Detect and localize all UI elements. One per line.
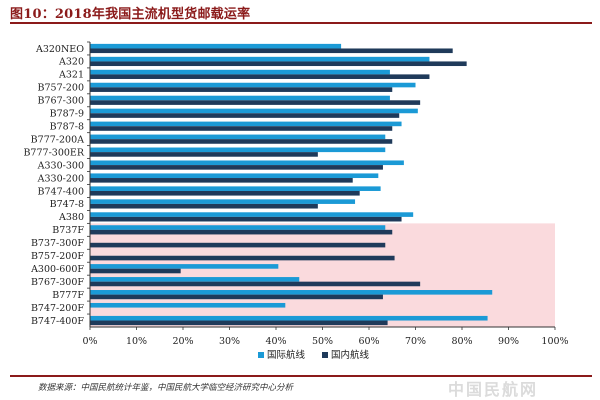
bar-domestic <box>90 100 421 105</box>
category-label: A321 <box>58 70 84 81</box>
bar-domestic <box>90 242 386 248</box>
category-label: B767-300F <box>31 277 84 288</box>
bar-domestic <box>90 294 383 300</box>
bar-international <box>90 121 402 127</box>
category-label: A320 <box>58 57 84 68</box>
bar-international <box>90 134 386 140</box>
bar-international <box>90 43 342 49</box>
figure-title: 图10：2018年我国主流机型货邮载运率 <box>10 7 251 22</box>
bar-international <box>90 212 414 217</box>
x-tick-label: 60% <box>358 336 379 347</box>
x-tick-label: 70% <box>405 336 426 347</box>
x-tick-label: 90% <box>498 336 519 347</box>
x-tick-label: 100% <box>541 336 568 347</box>
bar-international <box>90 225 386 230</box>
category-label: A330-300 <box>37 160 84 171</box>
category-label: B787-9 <box>50 109 84 120</box>
bar-international <box>90 82 416 88</box>
category-label: A300-600F <box>30 264 84 275</box>
source-rule <box>10 375 592 377</box>
category-label: B747-400F <box>31 316 84 327</box>
category-label: A380 <box>58 212 84 223</box>
bar-domestic <box>90 126 393 131</box>
bar-domestic <box>90 320 388 326</box>
legend-swatch-international <box>258 352 264 358</box>
x-tick-label: 30% <box>219 336 240 347</box>
bar-domestic <box>90 203 318 209</box>
x-tick-label: 40% <box>265 336 286 347</box>
bar-domestic <box>90 74 430 79</box>
bar-international <box>90 147 386 153</box>
legend-swatch-domestic <box>322 352 328 358</box>
bar-domestic <box>90 216 402 222</box>
category-label: B757-200 <box>38 83 84 94</box>
bar-international <box>90 173 379 179</box>
category-label: B777F <box>52 290 84 301</box>
category-label: B747-200F <box>31 303 84 314</box>
bar-domestic <box>90 152 318 157</box>
bar-domestic <box>90 113 400 118</box>
category-label: A320NEO <box>35 44 84 55</box>
bar-international <box>90 56 430 62</box>
bar-domestic <box>90 190 360 196</box>
legend-label-international: 国际航线 <box>267 349 306 361</box>
x-tick-label: 50% <box>312 336 333 347</box>
bar-international <box>90 108 418 114</box>
bar-international <box>90 302 286 308</box>
bar-domestic <box>90 61 467 67</box>
category-label: B777-300ER <box>23 147 84 158</box>
bar-international <box>90 290 493 295</box>
watermark: 中国民航网 <box>448 380 539 399</box>
bar-international <box>90 186 381 191</box>
cargo-load-factor-chart: A320NEO A320 A321 B757-200 B767-300 B787-9 B78… <box>23 41 569 361</box>
bar-international <box>90 69 390 75</box>
x-tick-label: 10% <box>126 336 147 347</box>
category-label: B777-200A <box>31 134 84 145</box>
axis-layer: A320NEO A320 A321 B757-200 B767-300 B787-9 B78… <box>23 41 569 347</box>
title-rule <box>10 22 592 24</box>
highlight-layer <box>90 223 555 327</box>
category-label: A330-200 <box>37 173 84 184</box>
category-label: B767-300 <box>38 96 84 107</box>
bar-international <box>90 315 488 321</box>
source-note: 数据来源：中国民航统计年鉴，中国民航大学临空经济研究中心分析 <box>38 383 294 393</box>
category-label: B757-200F <box>31 251 84 262</box>
bar-domestic <box>90 281 421 287</box>
category-label: B787-8 <box>50 122 84 133</box>
bar-domestic <box>90 165 383 170</box>
bar-layer <box>90 43 493 326</box>
category-label: B747-400 <box>38 186 84 197</box>
freighter-highlight-band <box>90 223 555 327</box>
category-label: B737-300F <box>31 238 84 249</box>
category-label: B747-8 <box>50 199 84 210</box>
bar-domestic <box>90 229 393 235</box>
bar-international <box>90 160 404 166</box>
category-label: B737F <box>52 225 84 236</box>
bar-domestic <box>90 268 181 274</box>
bar-domestic <box>90 87 393 92</box>
bar-domestic <box>90 139 393 144</box>
legend-label-domestic: 国内航线 <box>331 349 370 361</box>
bar-domestic <box>90 48 453 54</box>
bar-international <box>90 264 279 269</box>
x-tick-label: 20% <box>172 336 193 347</box>
bar-international <box>90 277 300 282</box>
bar-international <box>90 199 356 204</box>
x-tick-label: 0% <box>82 336 97 347</box>
bar-domestic <box>90 255 395 261</box>
legend: 国际航线 国内航线 <box>258 349 370 361</box>
x-tick-label: 80% <box>451 336 472 347</box>
bar-domestic <box>90 178 353 183</box>
bar-international <box>90 95 390 101</box>
